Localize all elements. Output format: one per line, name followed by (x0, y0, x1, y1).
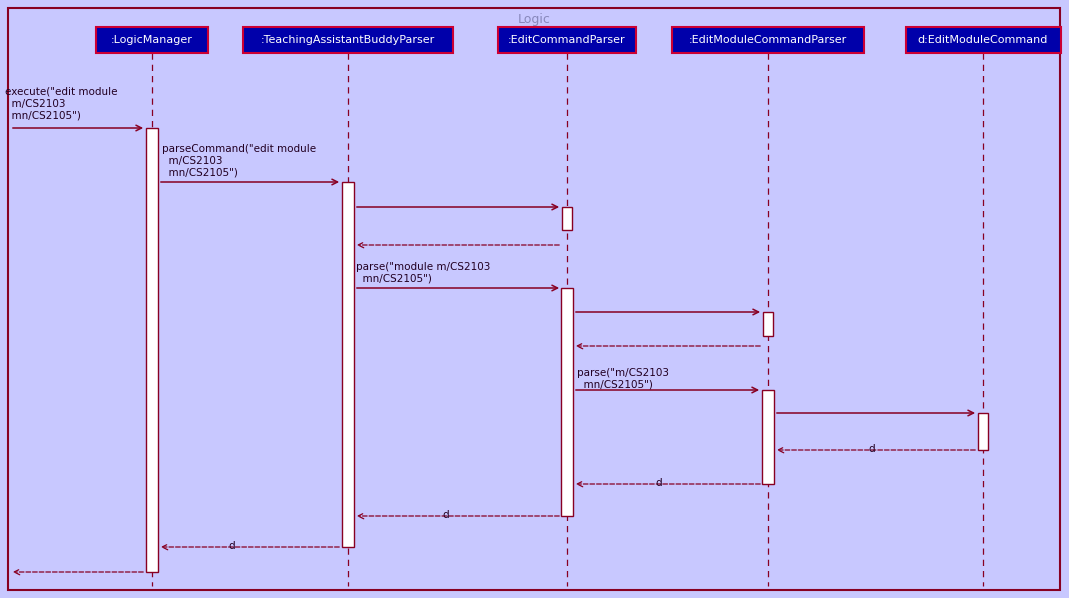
Text: :TeachingAssistantBuddyParser: :TeachingAssistantBuddyParser (261, 35, 435, 45)
Text: d: d (655, 478, 662, 488)
Text: d: d (868, 444, 874, 454)
Text: parse("module m/CS2103
  mn/CS2105"): parse("module m/CS2103 mn/CS2105") (356, 262, 491, 283)
Bar (763, 312, 773, 336)
Text: Logic: Logic (517, 14, 551, 26)
Text: d: d (228, 541, 234, 551)
Bar (96, 27, 208, 53)
Bar (562, 207, 572, 230)
Bar (342, 182, 354, 547)
Text: :EditCommandParser: :EditCommandParser (508, 35, 625, 45)
Bar (762, 390, 774, 484)
Text: execute("edit module
  m/CS2103
  mn/CS2105"): execute("edit module m/CS2103 mn/CS2105"… (5, 87, 118, 120)
Bar (561, 288, 573, 516)
Text: d: d (441, 510, 449, 520)
Bar (243, 27, 453, 53)
Bar (978, 413, 988, 450)
Bar (146, 128, 158, 572)
Text: :EditModuleCommandParser: :EditModuleCommandParser (688, 35, 847, 45)
Bar (498, 27, 636, 53)
Bar (905, 27, 1060, 53)
Text: parseCommand("edit module
  m/CS2103
  mn/CS2105"): parseCommand("edit module m/CS2103 mn/CS… (162, 144, 316, 177)
Text: :LogicManager: :LogicManager (111, 35, 192, 45)
Bar (672, 27, 864, 53)
Text: parse("m/CS2103
  mn/CS2105"): parse("m/CS2103 mn/CS2105") (577, 368, 669, 390)
Text: d:EditModuleCommand: d:EditModuleCommand (918, 35, 1049, 45)
